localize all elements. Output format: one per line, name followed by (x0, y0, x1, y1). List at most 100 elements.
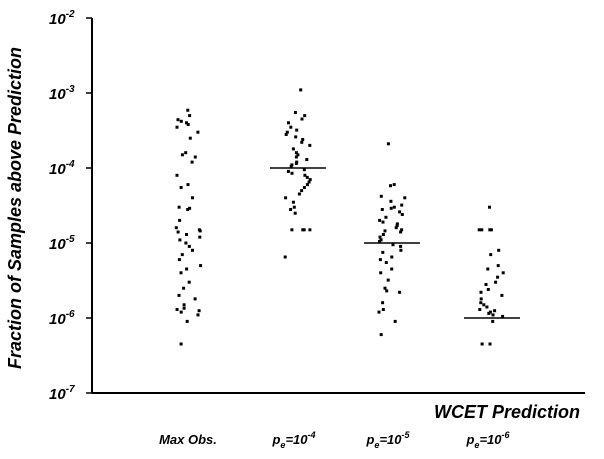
data-point (285, 130, 289, 134)
y-axis-title: Fraction of Samples above Prediction (5, 47, 25, 369)
category-label: Max Obs. (159, 432, 217, 447)
data-point (187, 280, 191, 284)
data-point (493, 309, 497, 313)
data-point (287, 121, 290, 125)
data-point (501, 271, 505, 275)
data-point (185, 121, 188, 125)
data-point (293, 111, 297, 114)
data-point (190, 160, 194, 164)
data-point (178, 218, 182, 222)
data-point (479, 290, 483, 294)
data-point (392, 205, 396, 209)
median-lines (270, 167, 520, 319)
y-tick-label: 10-5 (49, 234, 75, 253)
data-point (501, 314, 505, 318)
data-point (384, 215, 388, 219)
data-point (305, 183, 309, 187)
data-point (291, 200, 295, 204)
axes (91, 18, 585, 394)
data-point (400, 228, 404, 232)
data-point (381, 250, 385, 254)
data-point (385, 289, 389, 293)
y-tick-label: 10-7 (49, 384, 75, 403)
data-point (296, 153, 300, 157)
data-point (378, 258, 382, 262)
data-point (383, 229, 387, 233)
data-point (486, 267, 490, 271)
data-point (294, 161, 298, 165)
data-point (390, 267, 394, 271)
y-tick-labels: 10-2 10-3 10-4 10-5 10-6 10-7 (49, 9, 92, 403)
data-point (487, 311, 491, 315)
data-point (182, 306, 186, 310)
data-point (381, 308, 385, 311)
data-point (196, 313, 200, 317)
category-label: pe=10-5 (365, 430, 410, 450)
category-label: pe=10-4 (271, 430, 315, 450)
data-point (292, 205, 296, 209)
data-point (308, 228, 312, 232)
data-point (400, 203, 404, 207)
data-point (184, 151, 188, 155)
data-point (198, 229, 202, 233)
data-point (391, 243, 395, 247)
data-point (286, 169, 290, 173)
data-point (187, 244, 191, 248)
data-point (193, 155, 197, 159)
data-point (182, 286, 186, 290)
data-point (389, 184, 392, 188)
data-point (378, 239, 381, 243)
data-point (186, 123, 190, 126)
data-point (381, 301, 385, 305)
data-point (395, 224, 399, 228)
data-point (297, 192, 301, 196)
data-point (489, 253, 493, 257)
data-point (497, 248, 501, 252)
data-point (386, 278, 390, 282)
data-point (179, 342, 183, 346)
data-point (197, 309, 201, 313)
data-point (177, 205, 181, 209)
data-point (186, 108, 190, 112)
data-point (494, 280, 498, 284)
data-point (185, 233, 188, 236)
data-point (300, 189, 304, 193)
data-point (486, 288, 490, 291)
data-point (294, 155, 298, 159)
data-point (479, 301, 483, 305)
data-point (179, 119, 183, 123)
data-point (177, 293, 181, 297)
data-point (379, 194, 383, 198)
data-point (383, 286, 387, 290)
data-point (389, 199, 393, 203)
data-point (186, 208, 190, 211)
data-point (389, 206, 393, 210)
data-point (399, 248, 403, 252)
data-point (303, 173, 307, 177)
data-point (398, 210, 402, 214)
data-point (390, 255, 394, 259)
data-point (482, 303, 486, 307)
y-tick-label: 10-6 (49, 309, 75, 328)
data-point (500, 293, 504, 297)
data-point (399, 244, 403, 248)
data-point (186, 183, 190, 187)
data-point (191, 248, 194, 252)
data-point (284, 133, 288, 136)
data-point (175, 125, 179, 129)
data-point (180, 153, 184, 157)
data-point (496, 264, 500, 268)
data-point (381, 220, 385, 224)
data-point (302, 186, 306, 189)
data-point (176, 230, 180, 234)
data-point (384, 261, 388, 264)
data-point (185, 267, 189, 271)
data-point (302, 228, 306, 232)
data-point (299, 88, 303, 92)
data-point (294, 151, 298, 155)
data-point (180, 253, 184, 257)
data-point (393, 319, 397, 323)
data-point (381, 233, 385, 236)
data-point (178, 238, 182, 242)
